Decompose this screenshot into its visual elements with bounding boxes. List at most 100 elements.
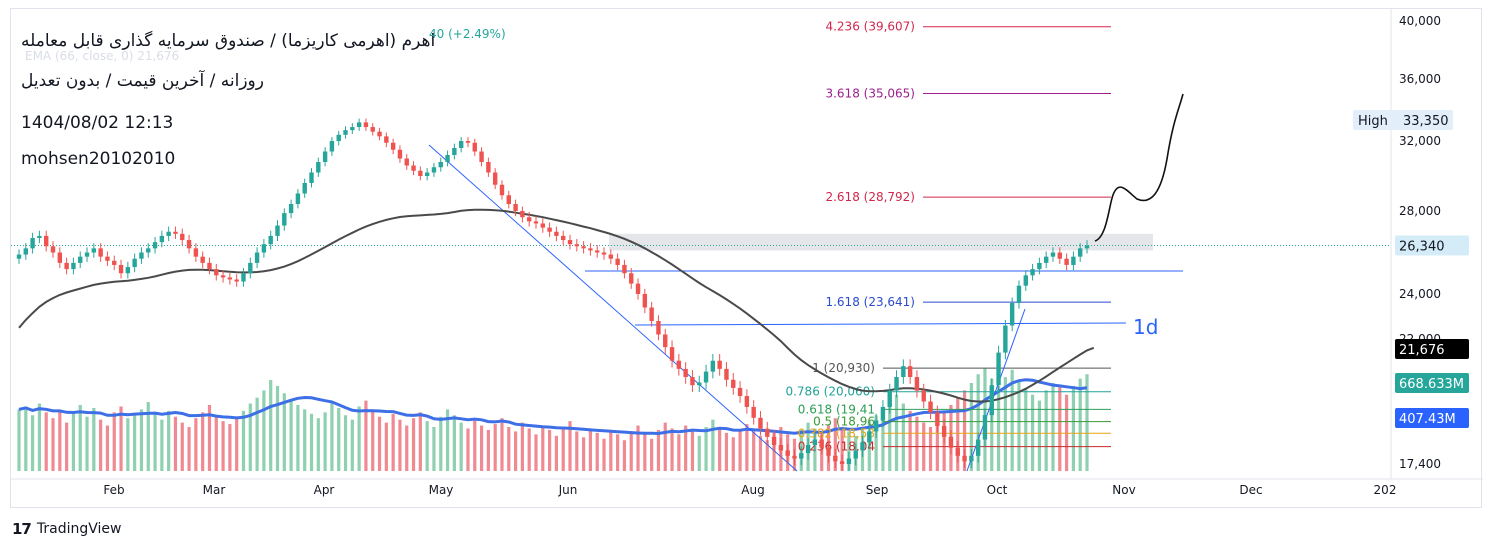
- candle-body: [322, 151, 328, 162]
- volume-bar: [350, 419, 354, 471]
- candle-body: [241, 273, 246, 282]
- candles: [16, 118, 1090, 471]
- volume-bar: [330, 402, 334, 471]
- candle: [588, 243, 593, 256]
- candle: [989, 378, 994, 422]
- candle-body: [268, 235, 273, 245]
- candle: [724, 362, 729, 387]
- candle-body: [356, 122, 362, 128]
- candle: [846, 451, 852, 471]
- x-tick-label: Mar: [203, 483, 226, 497]
- candle: [595, 245, 600, 258]
- candle-body: [724, 368, 729, 380]
- candle: [370, 123, 375, 136]
- candle: [853, 443, 858, 466]
- candle-body: [458, 141, 464, 148]
- candle-body: [574, 244, 580, 247]
- candle: [642, 288, 648, 314]
- candle: [234, 274, 239, 287]
- candle: [343, 126, 348, 139]
- candle-body: [533, 221, 539, 224]
- volume-bar: [153, 413, 157, 471]
- volume-bar: [690, 431, 695, 471]
- volume-bar: [833, 418, 837, 471]
- candle-body: [1057, 252, 1062, 259]
- candle: [295, 189, 301, 209]
- brand-name[interactable]: TradingView: [36, 521, 122, 537]
- candle-body: [329, 141, 335, 152]
- volume-bar: [711, 419, 715, 471]
- candle-body: [1003, 325, 1008, 353]
- candle: [710, 353, 716, 379]
- volume-bar: [1085, 374, 1089, 471]
- candle: [731, 372, 736, 395]
- candle-body: [343, 130, 348, 135]
- candle: [486, 157, 491, 177]
- tradingview-logo-icon[interactable]: 17: [12, 520, 32, 538]
- candle-body: [261, 244, 267, 253]
- high-tag-bg: [1353, 110, 1453, 130]
- volume-bar: [874, 415, 878, 471]
- volume-ma-tag: 407.43M: [1399, 412, 1456, 427]
- volume-bar: [289, 399, 293, 471]
- volume-bar: [337, 407, 341, 471]
- volume-bar: [956, 397, 960, 471]
- candle-body: [363, 122, 369, 128]
- ema-value-tag-bg: [1395, 339, 1469, 359]
- candle-body: [1050, 252, 1056, 257]
- candle: [955, 440, 960, 463]
- chart-frame: 40,00036,00032,00028,00024,00022,00017,4…: [10, 8, 1483, 509]
- volume-bar: [684, 425, 688, 471]
- candle: [799, 446, 804, 466]
- candle-body: [506, 195, 511, 204]
- candle: [867, 424, 872, 450]
- last-price-tag-bg: [1395, 235, 1469, 256]
- candle-body: [438, 162, 443, 168]
- candle-body: [860, 442, 865, 451]
- volume-bar: [425, 421, 429, 471]
- candle: [30, 232, 35, 254]
- candle: [499, 180, 505, 200]
- candle: [288, 199, 294, 219]
- candle-body: [615, 258, 620, 265]
- candle: [146, 243, 151, 258]
- candle-body: [125, 267, 131, 274]
- volume-bar: [37, 403, 42, 471]
- candle-body: [799, 453, 804, 459]
- chart-canvas[interactable]: 40,00036,00032,00028,00024,00022,00017,4…: [11, 9, 1483, 509]
- volume-bar: [282, 393, 286, 471]
- candle: [744, 389, 750, 414]
- volume-bar: [758, 435, 763, 471]
- candle: [220, 270, 226, 283]
- candle-body: [833, 455, 838, 462]
- candle-body: [540, 223, 545, 228]
- ema-legend-text: EMA (66, close, 0) 21,676: [25, 49, 180, 63]
- volume-bar: [228, 424, 232, 471]
- candle: [356, 118, 362, 131]
- volume-bar: [201, 412, 205, 471]
- volume-bar: [303, 409, 307, 471]
- candle-body: [969, 455, 974, 462]
- candle-body: [622, 264, 627, 274]
- candle-body: [186, 240, 192, 249]
- candle: [1064, 253, 1069, 271]
- candle-body: [486, 162, 491, 173]
- candle-body: [220, 275, 226, 278]
- candle: [894, 370, 899, 398]
- volume-bar: [1003, 377, 1007, 471]
- volume-bar: [58, 410, 62, 471]
- volume-bar: [31, 415, 35, 471]
- candle: [717, 353, 722, 376]
- candle-body: [744, 396, 750, 407]
- volume-bar: [173, 416, 178, 471]
- candle-body: [248, 262, 253, 274]
- y-axis: 40,00036,00032,00028,00024,00022,00017,4…: [1399, 14, 1441, 471]
- candle: [785, 443, 790, 463]
- candle-body: [928, 401, 933, 413]
- candle: [805, 438, 811, 460]
- candle-body: [1064, 258, 1069, 265]
- y-tick-label: 36,000: [1399, 72, 1441, 86]
- volume-bar: [1024, 388, 1028, 471]
- candle: [248, 257, 253, 279]
- candle-body: [955, 447, 960, 456]
